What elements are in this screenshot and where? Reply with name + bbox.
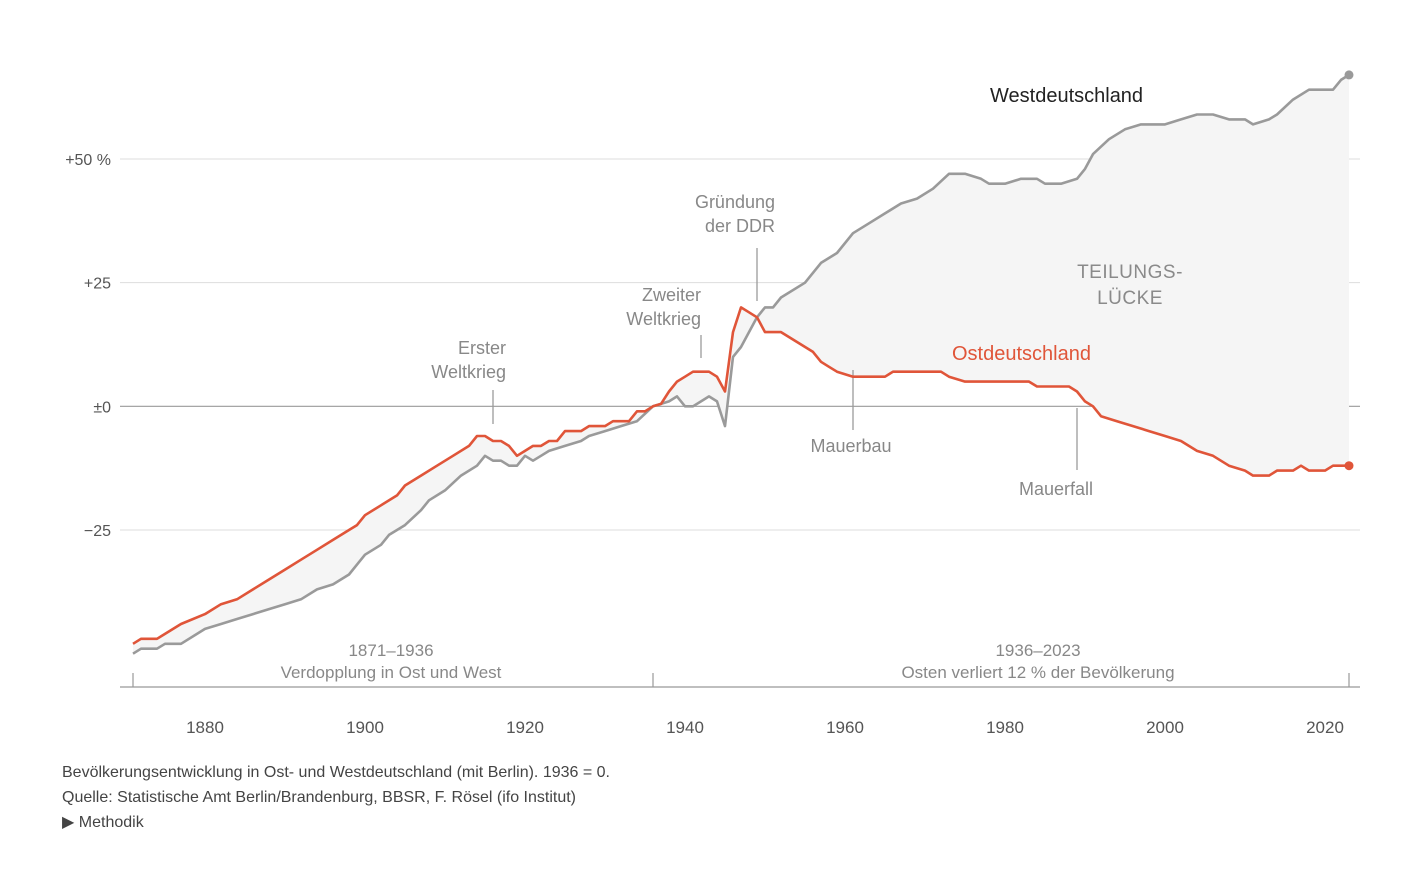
x-tick-label: 1880: [186, 718, 224, 737]
annotation-zweiter-weltkrieg-line1: Zweiter: [642, 285, 701, 305]
ostdeutschland-label: Ostdeutschland: [952, 343, 1091, 365]
play-icon: ▶: [62, 814, 75, 831]
x-tick-label: 1900: [346, 718, 384, 737]
chart-footer: Bevölkerungsentwicklung in Ost- und West…: [62, 760, 610, 835]
y-axis: +50 % +25 ±0 −25: [65, 152, 111, 540]
period-1-caption: Verdopplung in Ost und West: [281, 663, 502, 682]
annotation-zweiter-weltkrieg-line2: Weltkrieg: [626, 309, 701, 329]
period-2-range: 1936–2023: [995, 641, 1080, 660]
teilungsluecke-label-line1: TEILUNGS-: [1077, 262, 1183, 283]
westdeutschland-endpoint: [1344, 70, 1354, 80]
annotation-mauerfall-line1: Mauerfall: [1019, 479, 1093, 499]
period-1-range: 1871–1936: [348, 641, 433, 660]
westdeutschland-line: [132, 73, 1350, 655]
annotation-gruendung-ddr-line1: Gründung: [695, 192, 775, 212]
annotation-erster-weltkrieg-line2: Weltkrieg: [431, 362, 506, 382]
y-tick-label: ±0: [93, 399, 111, 416]
chart-source: Quelle: Statistische Amt Berlin/Brandenb…: [62, 789, 576, 806]
annotation-mauerbau-line1: Mauerbau: [810, 436, 891, 456]
teilungsluecke-area: [133, 74, 1349, 654]
chart-note: Bevölkerungsentwicklung in Ost- und West…: [62, 764, 610, 781]
annotation-gruendung-ddr-line2: der DDR: [705, 216, 775, 236]
ostdeutschland-line: [132, 306, 1349, 645]
y-tick-label: +25: [84, 276, 111, 293]
teilungsluecke-label-line2: LÜCKE: [1097, 288, 1163, 309]
annotation-erster-weltkrieg-line1: Erster: [458, 338, 506, 358]
x-tick-label: 1960: [826, 718, 864, 737]
methodik-toggle[interactable]: ▶ Methodik: [62, 810, 610, 835]
x-tick-label: 1940: [666, 718, 704, 737]
x-tick-label: 2000: [1146, 718, 1184, 737]
population-chart: +50 % +25 ±0 −25 Erster Weltkrieg Zweiter Welt…: [65, 70, 1360, 737]
x-tick-label: 2020: [1306, 718, 1344, 737]
methodik-label: Methodik: [78, 814, 144, 831]
y-tick-label: +50 %: [65, 152, 111, 169]
period-2-caption: Osten verliert 12 % der Bevölkerung: [901, 663, 1174, 682]
y-tick-label: −25: [84, 523, 111, 540]
period-labels: 1871–1936 Verdopplung in Ost und West 1936…: [132, 641, 1350, 687]
westdeutschland-label: Westdeutschland: [990, 85, 1143, 107]
x-tick-label: 1980: [986, 718, 1024, 737]
x-tick-label: 1920: [506, 718, 544, 737]
x-axis: 1880 1900 1920 1940 1960 1980 2000 2020: [120, 686, 1360, 737]
ostdeutschland-endpoint: [1344, 461, 1354, 471]
event-annotations: Erster Weltkrieg Zweiter Weltkrieg Gründung d…: [431, 192, 1093, 499]
